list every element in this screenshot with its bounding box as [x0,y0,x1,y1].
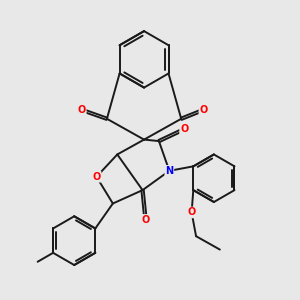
Text: O: O [180,124,188,134]
Text: O: O [188,207,196,218]
Text: O: O [92,172,101,182]
Text: O: O [141,215,150,225]
Text: O: O [77,105,86,115]
Text: O: O [200,105,208,115]
Text: N: N [165,166,173,176]
